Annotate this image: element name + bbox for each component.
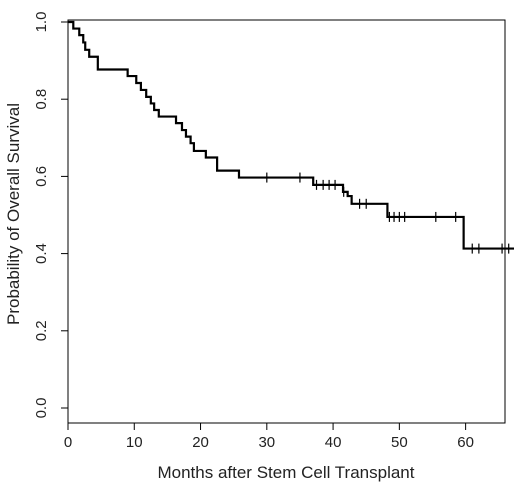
survival-step-line	[68, 20, 514, 250]
plot-area	[68, 20, 514, 254]
y-tick-label: 0.8	[33, 89, 50, 110]
x-tick-label: 40	[325, 434, 342, 451]
y-tick-label: 0.0	[33, 398, 50, 419]
axes: 0 10 20 30 40 50 60 0.0 0.2 0.4 0.6 0.8 1.0	[33, 12, 506, 451]
y-tick-label: 0.6	[33, 166, 50, 187]
x-tick-label: 10	[126, 434, 143, 451]
x-tick-label: 0	[64, 434, 72, 451]
y-tick-label: 1.0	[33, 12, 50, 33]
plot-frame	[67, 19, 506, 424]
x-tick-label: 30	[258, 434, 275, 451]
x-tick-label: 20	[192, 434, 209, 451]
y-axis-title: Probability of Overall Survival	[4, 103, 23, 325]
x-tick-label: 50	[391, 434, 408, 451]
x-tick-label: 60	[457, 434, 474, 451]
y-tick-label: 0.2	[33, 320, 50, 341]
y-tick-label: 0.4	[33, 243, 50, 264]
x-axis-title: Months after Stem Cell Transplant	[157, 463, 414, 482]
